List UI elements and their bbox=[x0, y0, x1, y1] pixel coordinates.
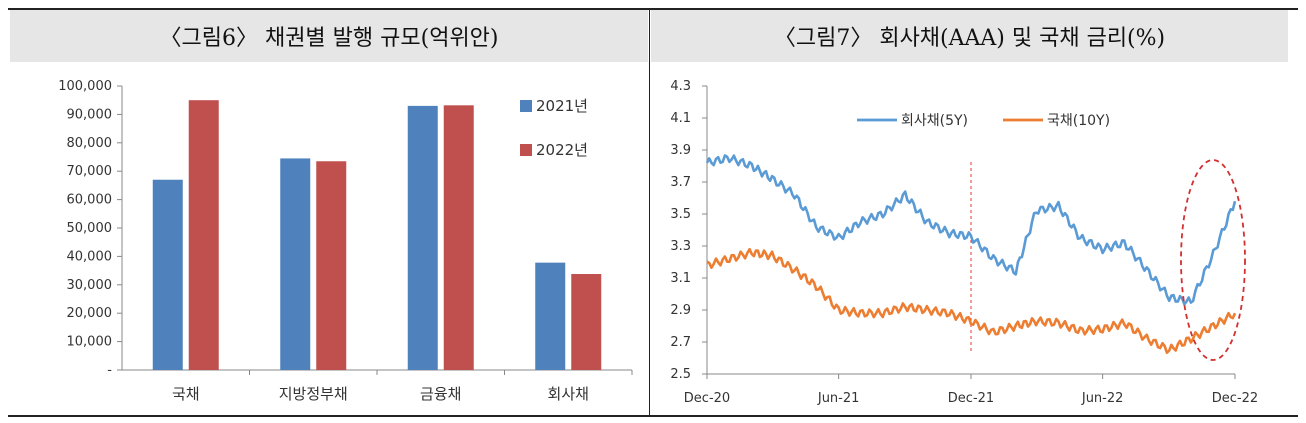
y-tick-label: 3.1 bbox=[670, 271, 691, 286]
y-tick-label: 70,000 bbox=[67, 164, 113, 179]
highlight-ellipse bbox=[1180, 159, 1246, 361]
y-tick-label: 30,000 bbox=[67, 278, 113, 293]
legend-swatch bbox=[520, 100, 532, 112]
y-tick-label: 40,000 bbox=[67, 249, 113, 264]
y-tick-label: 2.7 bbox=[670, 335, 691, 350]
legend-label: 국채(10Y) bbox=[1047, 113, 1110, 129]
line-chart-title: 〈그림7〉 회사채(AAA) 및 국채 금리(%) bbox=[651, 10, 1288, 62]
x-category-label: 회사채 bbox=[548, 385, 589, 403]
y-tick-label: 3.5 bbox=[670, 207, 691, 222]
y-tick-label: 100,000 bbox=[58, 79, 112, 94]
y-tick-label: 3.3 bbox=[670, 239, 691, 254]
y-tick-label: 80,000 bbox=[67, 136, 113, 151]
x-tick-label: Jun-21 bbox=[817, 391, 860, 406]
y-tick-label: 4.1 bbox=[670, 111, 691, 126]
y-tick-label: 2.5 bbox=[670, 367, 691, 382]
bar-2-2 bbox=[316, 161, 347, 370]
bar-2-3 bbox=[443, 105, 474, 370]
line-chart: 2.5 2.7 2.9 3.1 3.3 3.5 3.7 3.9 4.1 4.3 Dec-20 Jun-… bbox=[670, 79, 1258, 406]
y-tick-label: 3.7 bbox=[670, 175, 691, 190]
bar-2-4 bbox=[571, 274, 602, 370]
y-tick-label: 10,000 bbox=[67, 335, 113, 350]
x-category-label: 지방정부채 bbox=[279, 385, 348, 403]
bar-1-3 bbox=[407, 105, 438, 370]
series-line-1 bbox=[705, 154, 1237, 306]
y-tick-label: 2.9 bbox=[670, 303, 691, 318]
x-tick-label: Dec-20 bbox=[684, 391, 730, 406]
legend-label: 2021년 bbox=[536, 97, 588, 115]
legend-label: 2022년 bbox=[536, 141, 588, 159]
bar-1-1 bbox=[152, 179, 183, 370]
x-category-label: 국채 bbox=[172, 385, 200, 403]
bar-chart-title: 〈그림6〉 채권별 발행 규모(억위안) bbox=[10, 10, 648, 62]
figure-frame bbox=[8, 8, 1298, 417]
legend-label: 회사채(5Y) bbox=[901, 113, 968, 129]
bar-1-2 bbox=[280, 158, 311, 370]
x-tick-label: Dec-22 bbox=[1212, 391, 1258, 406]
y-tick-label: 4.3 bbox=[670, 79, 691, 94]
y-tick-label: 90,000 bbox=[67, 107, 113, 122]
y-tick-label: - bbox=[107, 363, 112, 378]
panel-divider bbox=[649, 10, 650, 415]
legend-swatch bbox=[520, 144, 532, 156]
y-tick-label: 3.9 bbox=[670, 143, 691, 158]
bar-chart: - 10,000 20,000 30,000 40,000 50,000 60,000 70,… bbox=[58, 79, 633, 403]
x-tick-label: Jun-22 bbox=[1081, 391, 1124, 406]
y-tick-label: 60,000 bbox=[67, 193, 113, 208]
bar-1-4 bbox=[535, 262, 566, 370]
x-category-label: 금융채 bbox=[420, 385, 461, 403]
y-tick-label: 50,000 bbox=[67, 221, 113, 236]
y-tick-label: 20,000 bbox=[67, 306, 113, 321]
bar-2-1 bbox=[188, 100, 219, 370]
x-tick-label: Dec-21 bbox=[948, 391, 994, 406]
series-line-2 bbox=[706, 247, 1237, 355]
